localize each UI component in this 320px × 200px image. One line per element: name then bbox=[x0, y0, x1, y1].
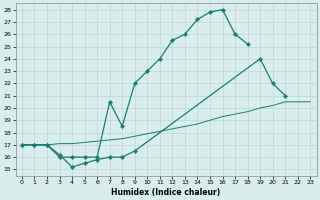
X-axis label: Humidex (Indice chaleur): Humidex (Indice chaleur) bbox=[111, 188, 221, 197]
